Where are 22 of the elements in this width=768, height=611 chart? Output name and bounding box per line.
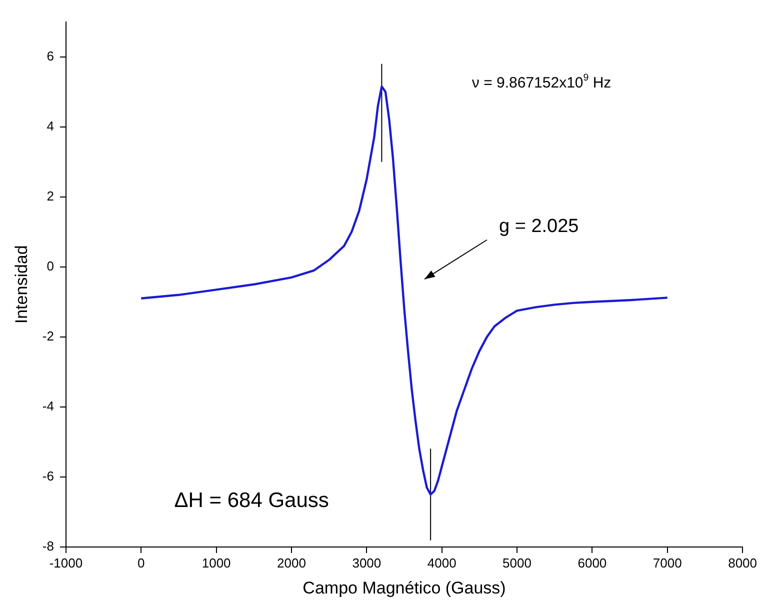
y-axis-title: Intensidad (12, 245, 31, 324)
y-tick-label: 4 (46, 118, 54, 134)
annotation: ΔH = 684 Gauss (174, 489, 329, 512)
y-tick-label: -4 (42, 398, 54, 414)
y-tick-label: 2 (46, 188, 54, 204)
x-tick-label: 5000 (502, 555, 532, 570)
x-tick-label: -1000 (49, 555, 83, 570)
x-tick-label: 8000 (728, 555, 757, 570)
x-tick-label: 6000 (578, 555, 607, 570)
x-tick-label: 0 (138, 555, 145, 570)
y-tick-label: 0 (46, 258, 54, 274)
x-tick-label: 2000 (277, 555, 306, 570)
y-tick-label: 6 (46, 48, 54, 64)
y-tick-label: -6 (42, 468, 54, 484)
x-tick-label: 7000 (652, 555, 682, 570)
annotation: g = 2.025 (498, 216, 579, 237)
y-tick-label: -2 (42, 328, 54, 344)
x-tick-label: 3000 (352, 555, 382, 570)
x-tick-label: 4000 (427, 555, 456, 570)
x-tick-label: 1000 (202, 555, 231, 570)
y-tick-label: -8 (42, 538, 54, 554)
x-axis-title: Campo Magnético (Gauss) (302, 578, 506, 598)
